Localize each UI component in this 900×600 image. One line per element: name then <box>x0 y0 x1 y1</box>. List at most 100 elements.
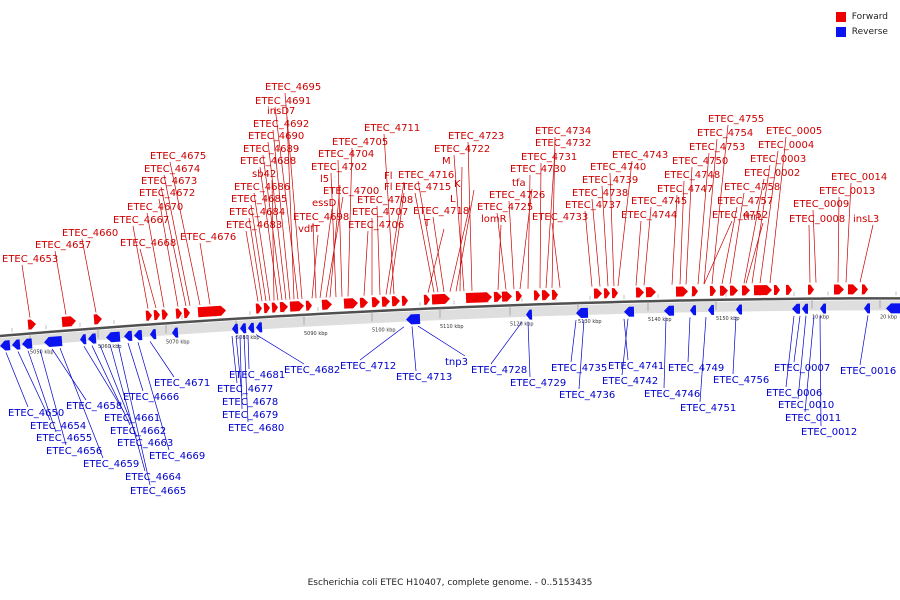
reverse-gene-label: ETEC_4656 <box>46 446 102 457</box>
reverse-leader-line <box>91 345 131 426</box>
forward-leader-line <box>508 200 515 290</box>
forward-gene-label: ETEC_0008 <box>789 214 845 225</box>
reverse-gene-arrow <box>80 334 87 345</box>
reverse-leader-line <box>663 317 667 389</box>
forward-leader-line <box>449 204 471 292</box>
reverse-gene-label: ETEC_4669 <box>149 451 205 462</box>
forward-gene-label: ETEC_4668 <box>120 238 176 249</box>
forward-leader-line <box>551 136 556 288</box>
forward-gene-arrow <box>785 284 792 295</box>
reverse-leader-line <box>149 341 175 378</box>
reverse-leader-line <box>687 317 691 363</box>
forward-leader-line <box>284 92 303 299</box>
forward-gene-label: ETEC_4670 <box>127 202 183 213</box>
reverse-leader-line <box>5 352 29 408</box>
forward-gene-label: ETEC_4676 <box>180 232 236 243</box>
reverse-leader-line <box>417 325 466 357</box>
forward-leader-line <box>329 184 341 298</box>
forward-leader-line <box>837 196 840 283</box>
forward-gene-arrow <box>93 314 102 325</box>
reverse-gene-arrow <box>802 303 809 314</box>
forward-gene-label: ETEC_4657 <box>35 240 91 251</box>
reverse-leader-line <box>59 348 104 459</box>
forward-leader-line <box>497 224 502 290</box>
reverse-gene-label: ETEC_4682 <box>284 365 340 376</box>
forward-gene-arrow <box>675 286 688 297</box>
reverse-gene-label: ETEC_4663 <box>117 438 173 449</box>
reverse-leader-line <box>99 344 138 438</box>
forward-leader-line <box>286 116 295 300</box>
forward-gene-arrow <box>255 303 262 314</box>
forward-leader-line <box>703 220 733 285</box>
forward-gene-label: ETEC_4725 <box>477 202 533 213</box>
forward-gene-label: M <box>442 156 451 167</box>
forward-leader-line <box>679 180 685 285</box>
forward-leader-line <box>721 206 738 284</box>
reverse-gene-arrow <box>406 314 421 325</box>
reverse-gene-arrow <box>240 323 247 334</box>
forward-gene-arrow <box>709 285 716 296</box>
forward-gene-label: ETEC_4653 <box>2 254 58 265</box>
forward-gene-label: insD7 <box>267 106 295 117</box>
forward-gene-label: Fl <box>384 182 393 193</box>
forward-gene-arrow <box>729 285 738 296</box>
tick-label: 5060 kbp <box>98 344 122 350</box>
forward-leader-line <box>496 212 507 290</box>
tick-label: 5120 kbp <box>510 321 534 327</box>
reverse-gene-label: ETEC_4666 <box>123 392 179 403</box>
legend-forward-label: Forward <box>851 11 888 22</box>
tick-label: 5150 kbp <box>716 316 740 322</box>
forward-leader-line <box>459 166 463 292</box>
forward-gene-arrow <box>431 293 450 305</box>
forward-leader-line <box>169 161 201 306</box>
legend: Forward Reverse <box>835 9 888 39</box>
reverse-gene-arrow <box>88 333 97 344</box>
forward-gene-label: L <box>450 194 456 205</box>
reverse-leader-line <box>527 321 531 378</box>
forward-gene-arrow <box>401 295 408 306</box>
forward-gene-arrow <box>321 299 332 310</box>
forward-gene-label: ETEC_4730 <box>510 164 566 175</box>
forward-leader-line <box>845 182 852 283</box>
forward-gene-label: ETEC_4748 <box>664 170 720 181</box>
forward-gene-arrow <box>741 285 750 296</box>
forward-leader-line <box>417 180 439 293</box>
reverse-leader-line <box>732 316 737 375</box>
reverse-gene-label: ETEC_0011 <box>785 413 841 424</box>
forward-gene-arrow <box>381 296 390 307</box>
forward-leader-line <box>751 164 771 284</box>
reverse-gene-label: ETEC_0006 <box>766 388 822 399</box>
forward-gene-label: ETEC_4708 <box>357 195 413 206</box>
legend-reverse-label: Reverse <box>851 26 888 37</box>
forward-gene-label: ETEC_4734 <box>535 126 591 137</box>
forward-gene-label: ETEC_4726 <box>489 190 545 201</box>
forward-gene-label: ETEC_4695 <box>265 82 321 93</box>
forward-gene-label: ETEC_4685 <box>231 194 287 205</box>
forward-gene-label: ETEC_0013 <box>819 186 875 197</box>
reverse-gene-label: ETEC_4742 <box>602 376 658 387</box>
reverse-leader-line <box>239 335 243 410</box>
forward-leader-line <box>414 192 435 293</box>
forward-gene-label: ETEC_4738 <box>572 188 628 199</box>
forward-leader-line <box>253 192 271 301</box>
reverse-gene-arrow <box>22 338 33 349</box>
forward-gene-label: sb42 <box>252 169 276 180</box>
reverse-gene-label: ETEC_4679 <box>222 410 278 421</box>
forward-gene-label: ETEC_0002 <box>744 168 800 179</box>
reverse-gene-arrow <box>864 303 871 314</box>
forward-swatch <box>835 11 846 22</box>
forward-leader-line <box>455 189 475 292</box>
reverse-leader-line <box>39 349 67 446</box>
reverse-leader-line <box>17 351 51 421</box>
reverse-leader-line <box>819 315 822 427</box>
forward-gene-label: ETEC_4754 <box>697 128 753 139</box>
forward-leader-line <box>519 188 533 290</box>
forward-gene-label: l5 <box>320 174 329 185</box>
forward-leader-line <box>21 264 31 318</box>
forward-gene-arrow <box>145 310 152 321</box>
reverse-leader-line <box>411 326 417 372</box>
reverse-gene-label: ETEC_4680 <box>228 423 284 434</box>
forward-gene-arrow <box>753 285 772 296</box>
forward-leader-line <box>262 154 283 301</box>
reverse-leader-line <box>785 315 795 388</box>
